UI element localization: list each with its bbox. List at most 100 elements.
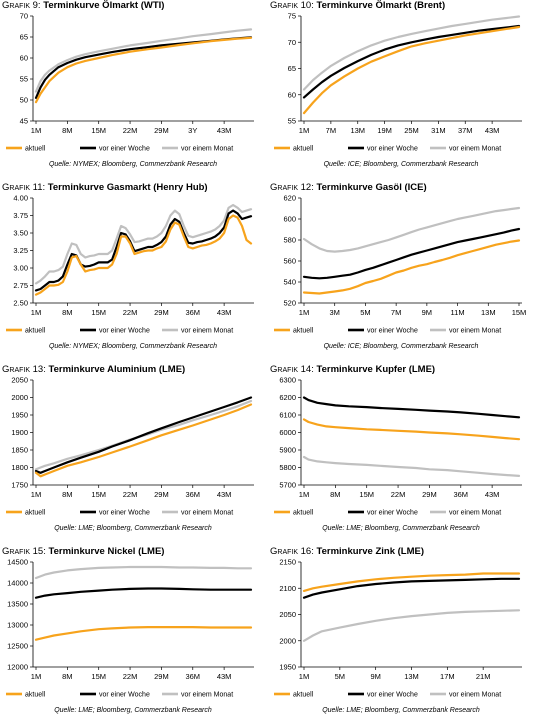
legend-label-monat: vor einem Monat bbox=[449, 510, 501, 517]
legend-label-woche: vor einer Woche bbox=[367, 146, 418, 153]
x-tick-label: 25M bbox=[404, 126, 419, 135]
legend-label-aktuell: aktuell bbox=[293, 692, 314, 699]
x-tick-label: 15M bbox=[512, 308, 527, 317]
chart-source: Quelle: NYMEX; Bloomberg, Commerzbank Re… bbox=[48, 161, 218, 168]
chart-plot: 1950 2000 2050 2100 2150 1M 5M 9M 13M 17M 21M aktue… bbox=[274, 558, 522, 699]
chart-number: Grafik 10: bbox=[270, 0, 314, 11]
y-tick-label: 6200 bbox=[279, 393, 296, 402]
y-tick-label: 12000 bbox=[7, 663, 28, 672]
x-tick-label: 15M bbox=[91, 672, 106, 681]
x-tick-label: 8M bbox=[62, 490, 72, 499]
y-tick-label: 6300 bbox=[279, 376, 296, 385]
chart-plot: 5700 5800 5900 6000 6100 6200 6300 1M 8M 15M 22M 29… bbox=[274, 376, 522, 517]
legend-label-aktuell: aktuell bbox=[25, 328, 46, 335]
x-tick-label: 43M bbox=[217, 672, 232, 681]
chart-source: Quelle: NYMEX; Bloomberg, Commerzbank Re… bbox=[48, 343, 218, 350]
x-tick-label: 3M bbox=[330, 308, 340, 317]
chart-plot: 520 540 560 580 600 620 1M 3M 5M 7M 9M 11M 13M 15M akt… bbox=[274, 194, 527, 335]
chart-plot: 12000 12500 13000 13500 14000 14500 1M 8M 15M 22M… bbox=[6, 558, 254, 699]
x-tick-label: 15M bbox=[359, 490, 374, 499]
chart-number: Grafik 11: bbox=[2, 182, 46, 193]
legend-label-aktuell: aktuell bbox=[25, 146, 46, 153]
x-tick-label: 8M bbox=[330, 490, 340, 499]
x-tick-label: 15M bbox=[91, 308, 106, 317]
x-tick-label: 1M bbox=[299, 490, 309, 499]
series-line-aktuell bbox=[302, 25, 521, 115]
chart-panel: Grafik 15: Terminkurve Nickel (LME) 12000… bbox=[2, 546, 268, 726]
chart-number: Grafik 15: bbox=[2, 546, 46, 557]
x-tick-label: 1M bbox=[31, 308, 41, 317]
y-tick-label: 5800 bbox=[279, 463, 296, 472]
y-tick-label: 45 bbox=[20, 117, 28, 126]
x-tick-label: 36M bbox=[453, 490, 468, 499]
series-line-monat bbox=[34, 565, 253, 580]
x-tick-label: 7M bbox=[326, 126, 336, 135]
y-tick-label: 2.75 bbox=[13, 281, 28, 290]
x-tick-label: 43M bbox=[485, 126, 500, 135]
chart-number: Grafik 9: bbox=[2, 0, 41, 11]
x-tick-label: 13M bbox=[350, 126, 365, 135]
chart-title-text: Terminkurve Ölmarkt (Brent) bbox=[316, 0, 446, 11]
y-tick-label: 65 bbox=[288, 64, 296, 73]
legend-label-aktuell: aktuell bbox=[25, 692, 46, 699]
y-tick-label: 520 bbox=[283, 299, 296, 308]
y-tick-label: 2100 bbox=[279, 584, 296, 593]
y-tick-label: 2050 bbox=[11, 376, 28, 385]
x-tick-label: 29M bbox=[154, 126, 169, 135]
series-line-aktuell bbox=[34, 214, 253, 296]
y-tick-label: 620 bbox=[283, 194, 296, 203]
y-tick-label: 5900 bbox=[279, 446, 296, 455]
series-line-aktuell bbox=[302, 239, 521, 295]
series-line-monat bbox=[34, 203, 253, 285]
y-tick-label: 4.00 bbox=[13, 194, 28, 203]
x-tick-label: 22M bbox=[123, 308, 138, 317]
chart-title-text: Terminkurve Zink (LME) bbox=[316, 546, 425, 557]
series-line-aktuell bbox=[302, 572, 521, 593]
chart-plot: 45 50 55 60 65 70 1M 8M 15M 22M 29M 3Y 43M aktuell vor… bbox=[6, 12, 254, 153]
x-tick-label: 1M bbox=[31, 672, 41, 681]
x-tick-label: 3Y bbox=[188, 126, 197, 135]
x-tick-label: 36M bbox=[185, 308, 200, 317]
legend-label-monat: vor einem Monat bbox=[181, 146, 233, 153]
series-line-aktuell bbox=[302, 418, 521, 441]
series-line-aktuell bbox=[34, 403, 253, 478]
chart-title-text: Terminkurve Nickel (LME) bbox=[48, 546, 165, 557]
series-line-monat bbox=[302, 206, 521, 253]
series-line-aktuell bbox=[34, 625, 253, 641]
chart-title: Grafik 16: Terminkurve Zink (LME) bbox=[270, 546, 424, 557]
chart-title: Grafik 10: Terminkurve Ölmarkt (Brent) bbox=[270, 0, 445, 11]
legend-label-aktuell: aktuell bbox=[293, 510, 314, 517]
legend-label-woche: vor einer Woche bbox=[99, 510, 150, 517]
x-tick-label: 1M bbox=[299, 308, 309, 317]
x-tick-label: 22M bbox=[123, 672, 138, 681]
chart-panel: Grafik 10: Terminkurve Ölmarkt (Brent) 55… bbox=[270, 0, 533, 180]
series-line-woche bbox=[34, 209, 253, 292]
chart-number: Grafik 14: bbox=[270, 364, 314, 375]
chart-title: Grafik 11: Terminkurve Gasmarkt (Henry H… bbox=[2, 182, 208, 193]
x-tick-label: 36M bbox=[185, 490, 200, 499]
chart-panel: Grafik 13: Terminkurve Aluminium (LME) 17… bbox=[2, 364, 268, 544]
legend-label-aktuell: aktuell bbox=[293, 146, 314, 153]
x-tick-label: 43M bbox=[217, 490, 232, 499]
x-tick-label: 29M bbox=[154, 490, 169, 499]
x-tick-label: 15M bbox=[91, 490, 106, 499]
y-tick-label: 580 bbox=[283, 236, 296, 245]
x-tick-label: 5M bbox=[360, 308, 370, 317]
x-tick-label: 29M bbox=[154, 672, 169, 681]
x-tick-label: 17M bbox=[440, 672, 455, 681]
x-tick-label: 9M bbox=[422, 308, 432, 317]
chart-source: Quelle: LME; Bloomberg, Commerzbank Rese… bbox=[54, 525, 212, 532]
y-tick-label: 1900 bbox=[11, 428, 28, 437]
series-line-monat bbox=[34, 28, 253, 93]
chart-plot: 2.50 2.75 3.00 3.25 3.50 3.75 4.00 1M 8M 15M 22M 29… bbox=[6, 194, 254, 335]
y-tick-label: 55 bbox=[20, 75, 28, 84]
chart-panel: Grafik 12: Terminkurve Gasöl (ICE) 520 540… bbox=[270, 182, 533, 362]
x-tick-label: 8M bbox=[62, 672, 72, 681]
y-tick-label: 70 bbox=[20, 12, 28, 21]
series-line-monat bbox=[302, 609, 521, 642]
legend-label-woche: vor einer Woche bbox=[367, 510, 418, 517]
y-tick-label: 2050 bbox=[279, 610, 296, 619]
series-line-woche bbox=[302, 227, 521, 280]
chart-source: Quelle: ICE; Bloomberg, Commerzbank Rese… bbox=[323, 161, 479, 168]
x-tick-label: 22M bbox=[123, 126, 138, 135]
